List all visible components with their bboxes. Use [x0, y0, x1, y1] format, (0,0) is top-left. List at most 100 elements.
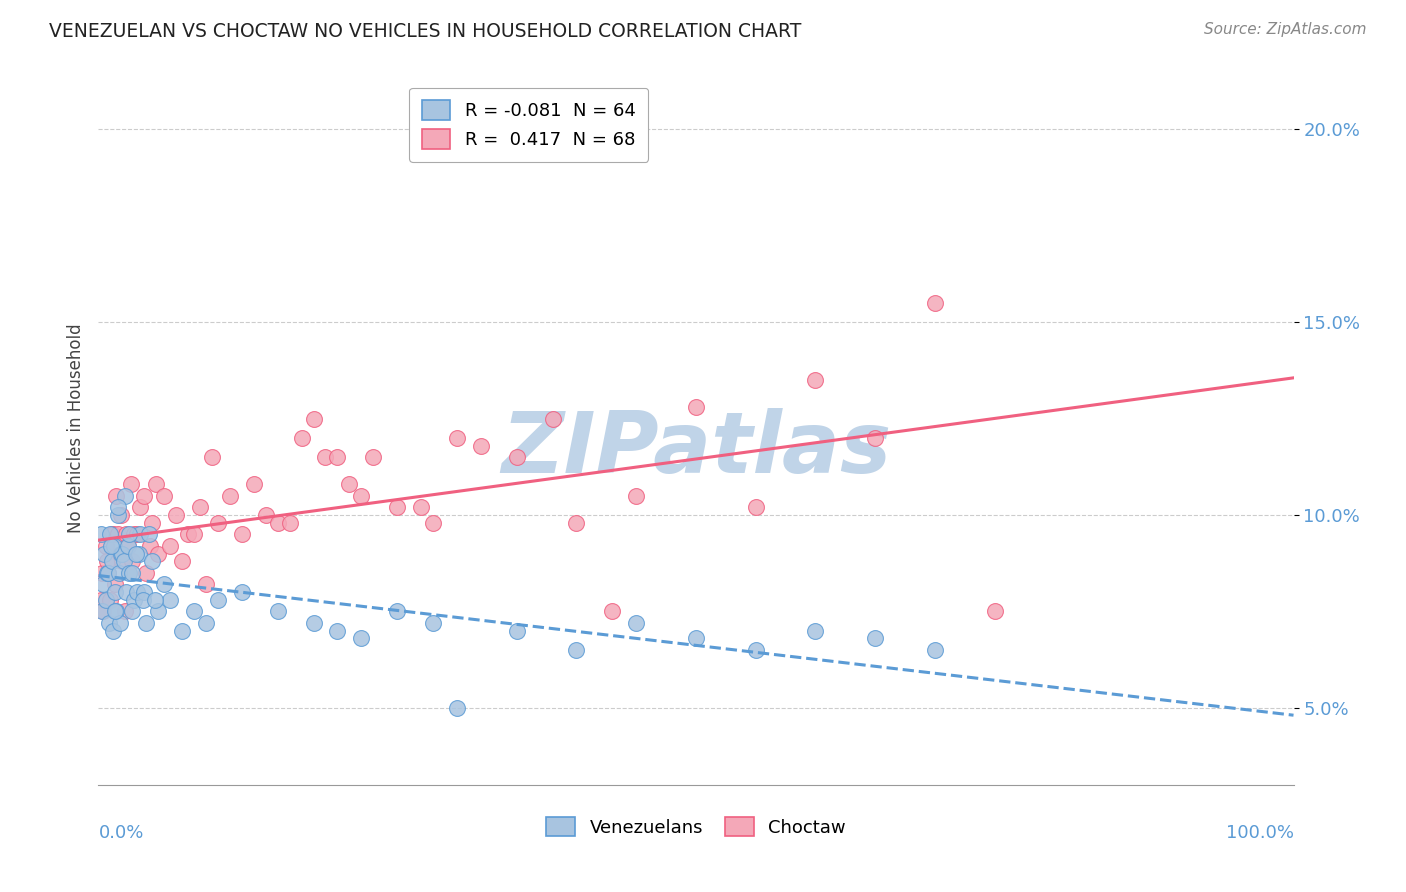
Point	[94, 539, 117, 553]
Point	[159, 592, 181, 607]
Point	[91, 604, 114, 618]
Point	[339, 477, 361, 491]
Point	[114, 489, 136, 503]
Point	[118, 566, 141, 580]
Point	[231, 527, 253, 541]
Point	[385, 500, 409, 515]
Point	[96, 554, 118, 568]
Point	[685, 632, 707, 646]
Point	[195, 615, 218, 630]
Point	[302, 411, 325, 425]
Point	[201, 450, 224, 464]
Point	[138, 527, 160, 541]
Point	[90, 527, 112, 541]
Point	[159, 539, 181, 553]
Point	[125, 527, 148, 541]
Point	[626, 615, 648, 630]
Point	[121, 566, 143, 580]
Point	[326, 624, 349, 638]
Point	[984, 604, 1007, 618]
Point	[100, 554, 122, 568]
Point	[278, 516, 301, 530]
Point	[135, 615, 157, 630]
Point	[107, 500, 129, 515]
Point	[685, 400, 707, 414]
Point	[148, 547, 170, 561]
Point	[207, 592, 229, 607]
Text: ZIPatlas: ZIPatlas	[501, 408, 891, 491]
Point	[107, 566, 129, 580]
Point	[132, 592, 155, 607]
Point	[121, 604, 143, 618]
Point	[129, 527, 152, 541]
Point	[93, 547, 115, 561]
Point	[135, 566, 157, 580]
Point	[91, 577, 114, 591]
Point	[745, 500, 768, 515]
Point	[470, 438, 492, 452]
Point	[291, 431, 314, 445]
Point	[141, 554, 163, 568]
Point	[104, 585, 127, 599]
Point	[422, 516, 444, 530]
Point	[111, 554, 134, 568]
Point	[143, 592, 166, 607]
Point	[177, 527, 200, 541]
Point	[118, 527, 141, 541]
Point	[315, 450, 337, 464]
Point	[110, 547, 132, 561]
Point	[745, 643, 768, 657]
Text: 100.0%: 100.0%	[1226, 824, 1294, 842]
Point	[128, 547, 150, 561]
Point	[115, 527, 138, 541]
Point	[506, 450, 529, 464]
Point	[326, 450, 349, 464]
Point	[231, 585, 253, 599]
Point	[105, 604, 128, 618]
Point	[124, 592, 146, 607]
Point	[101, 624, 124, 638]
Point	[422, 615, 444, 630]
Point	[172, 554, 194, 568]
Point	[139, 539, 162, 553]
Point	[111, 547, 134, 561]
Point	[103, 604, 125, 618]
Text: VENEZUELAN VS CHOCTAW NO VEHICLES IN HOUSEHOLD CORRELATION CHART: VENEZUELAN VS CHOCTAW NO VEHICLES IN HOU…	[49, 22, 801, 41]
Point	[100, 539, 122, 553]
Point	[350, 632, 373, 646]
Point	[108, 615, 131, 630]
Point	[104, 577, 127, 591]
Point	[129, 500, 152, 515]
Point	[254, 508, 277, 522]
Point	[108, 547, 131, 561]
Point	[98, 592, 122, 607]
Point	[117, 539, 139, 553]
Point	[101, 527, 124, 541]
Point	[100, 527, 122, 541]
Point	[350, 489, 373, 503]
Point	[125, 585, 148, 599]
Point	[145, 477, 167, 491]
Point	[219, 489, 242, 503]
Point	[302, 615, 325, 630]
Point	[121, 554, 143, 568]
Point	[114, 604, 136, 618]
Point	[91, 604, 114, 618]
Point	[132, 585, 155, 599]
Legend: Venezuelans, Choctaw: Venezuelans, Choctaw	[538, 809, 853, 844]
Text: Source: ZipAtlas.com: Source: ZipAtlas.com	[1204, 22, 1367, 37]
Point	[98, 615, 121, 630]
Point	[120, 477, 142, 491]
Point	[267, 604, 290, 618]
Point	[153, 489, 176, 503]
Point	[602, 604, 624, 618]
Point	[363, 450, 385, 464]
Point	[385, 604, 409, 618]
Point	[97, 566, 120, 580]
Point	[172, 624, 194, 638]
Point	[110, 508, 132, 522]
Point	[91, 566, 114, 580]
Y-axis label: No Vehicles in Household: No Vehicles in Household	[66, 323, 84, 533]
Point	[541, 411, 564, 425]
Point	[107, 527, 129, 541]
